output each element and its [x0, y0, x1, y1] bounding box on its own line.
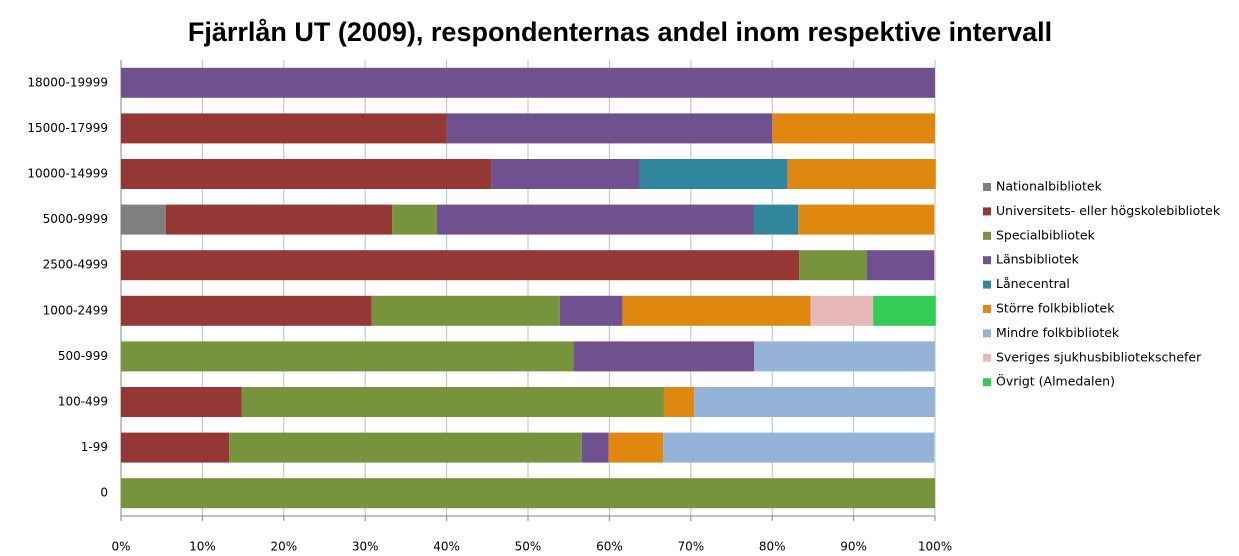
legend-swatch [983, 305, 991, 313]
legend-swatch [983, 256, 991, 265]
bar-segment [608, 432, 664, 463]
x-tick-label: 0% [111, 540, 130, 554]
legend-label: Nationalbibliotek [996, 179, 1103, 194]
bar-segment [241, 387, 664, 417]
bar-segment [121, 67, 935, 98]
legend-swatch [983, 378, 991, 387]
bar-segment [873, 295, 936, 326]
x-tick-label: 80% [759, 540, 786, 554]
bar-segment [581, 432, 609, 463]
bar-segment [491, 159, 640, 189]
legend-label: Länsbibliotek [996, 252, 1080, 267]
bar-segment [573, 341, 755, 372]
y-tick-label: 500-999 [58, 349, 108, 363]
legend-label: Mindre folkbibliotek [996, 325, 1120, 340]
bar-segment [754, 341, 935, 372]
bar-segment [121, 387, 242, 417]
y-tick-label: 10000-14999 [27, 167, 108, 181]
x-tick-label: 10% [189, 540, 216, 554]
bar-segment [787, 159, 936, 189]
bar-segment [229, 432, 582, 463]
x-tick-label: 60% [596, 540, 623, 554]
bar-segment [639, 159, 788, 189]
x-tick-label: 40% [433, 540, 460, 554]
bar-segment [165, 204, 393, 235]
legend-swatch [983, 183, 991, 191]
legend-swatch [983, 280, 991, 289]
bar-segment [810, 295, 874, 326]
bar-segment [622, 295, 811, 326]
y-tick-label: 1000-2499 [43, 303, 108, 317]
bar-segment [772, 113, 935, 144]
y-tick-label: 15000-17999 [27, 121, 108, 135]
legend-label: Övrigt (Almedalen) [996, 373, 1115, 389]
bar-segment [663, 387, 695, 417]
bar-segment [121, 432, 230, 463]
bar-segment [121, 478, 935, 509]
x-tick-label: 30% [352, 540, 379, 554]
bar-segment [121, 204, 166, 235]
legend-label: Sveriges sjukhusbibliotekschefer [996, 349, 1202, 364]
bar-segment [121, 341, 574, 372]
legend-label: Specialbibliotek [996, 227, 1096, 242]
bar-segment [121, 250, 800, 281]
x-tick-label: 20% [270, 540, 297, 554]
legend-swatch [983, 353, 991, 362]
y-tick-label: 100-499 [58, 395, 108, 409]
legend-swatch [983, 231, 991, 240]
bar-segment [436, 204, 754, 235]
y-tick-label: 1-99 [81, 440, 108, 454]
legend-label: Universitets- eller högskolebibliotek [996, 203, 1221, 218]
chart-title: Fjärrlån UT (2009), respondenternas ande… [188, 17, 1052, 47]
legend-swatch [983, 329, 991, 338]
legend-label: Större folkbibliotek [996, 301, 1115, 316]
bar-segment [392, 204, 437, 235]
bar-segment [371, 295, 560, 326]
y-tick-label: 2500-4999 [43, 258, 108, 272]
y-tick-label: 18000-19999 [27, 75, 108, 89]
bar-segment [446, 113, 773, 144]
x-tick-label: 70% [677, 540, 704, 554]
legend-swatch [983, 207, 991, 216]
bar-segment [753, 204, 799, 235]
bar-segment [121, 295, 372, 326]
y-tick-label: 5000-9999 [43, 212, 108, 226]
x-tick-label: 50% [515, 540, 542, 554]
bar-segment [559, 295, 623, 326]
bar-segment [799, 250, 867, 281]
x-tick-label: 90% [840, 540, 867, 554]
legend-label: Lånecentral [996, 276, 1070, 291]
bar-segment [121, 113, 447, 144]
bar-segment [694, 387, 935, 417]
bar-segment [663, 432, 935, 463]
x-tick-label: 100% [918, 540, 952, 554]
bar-segment [121, 159, 492, 189]
bar-segment [798, 204, 935, 235]
y-tick-label: 0 [100, 486, 108, 500]
bar-segment [866, 250, 935, 281]
